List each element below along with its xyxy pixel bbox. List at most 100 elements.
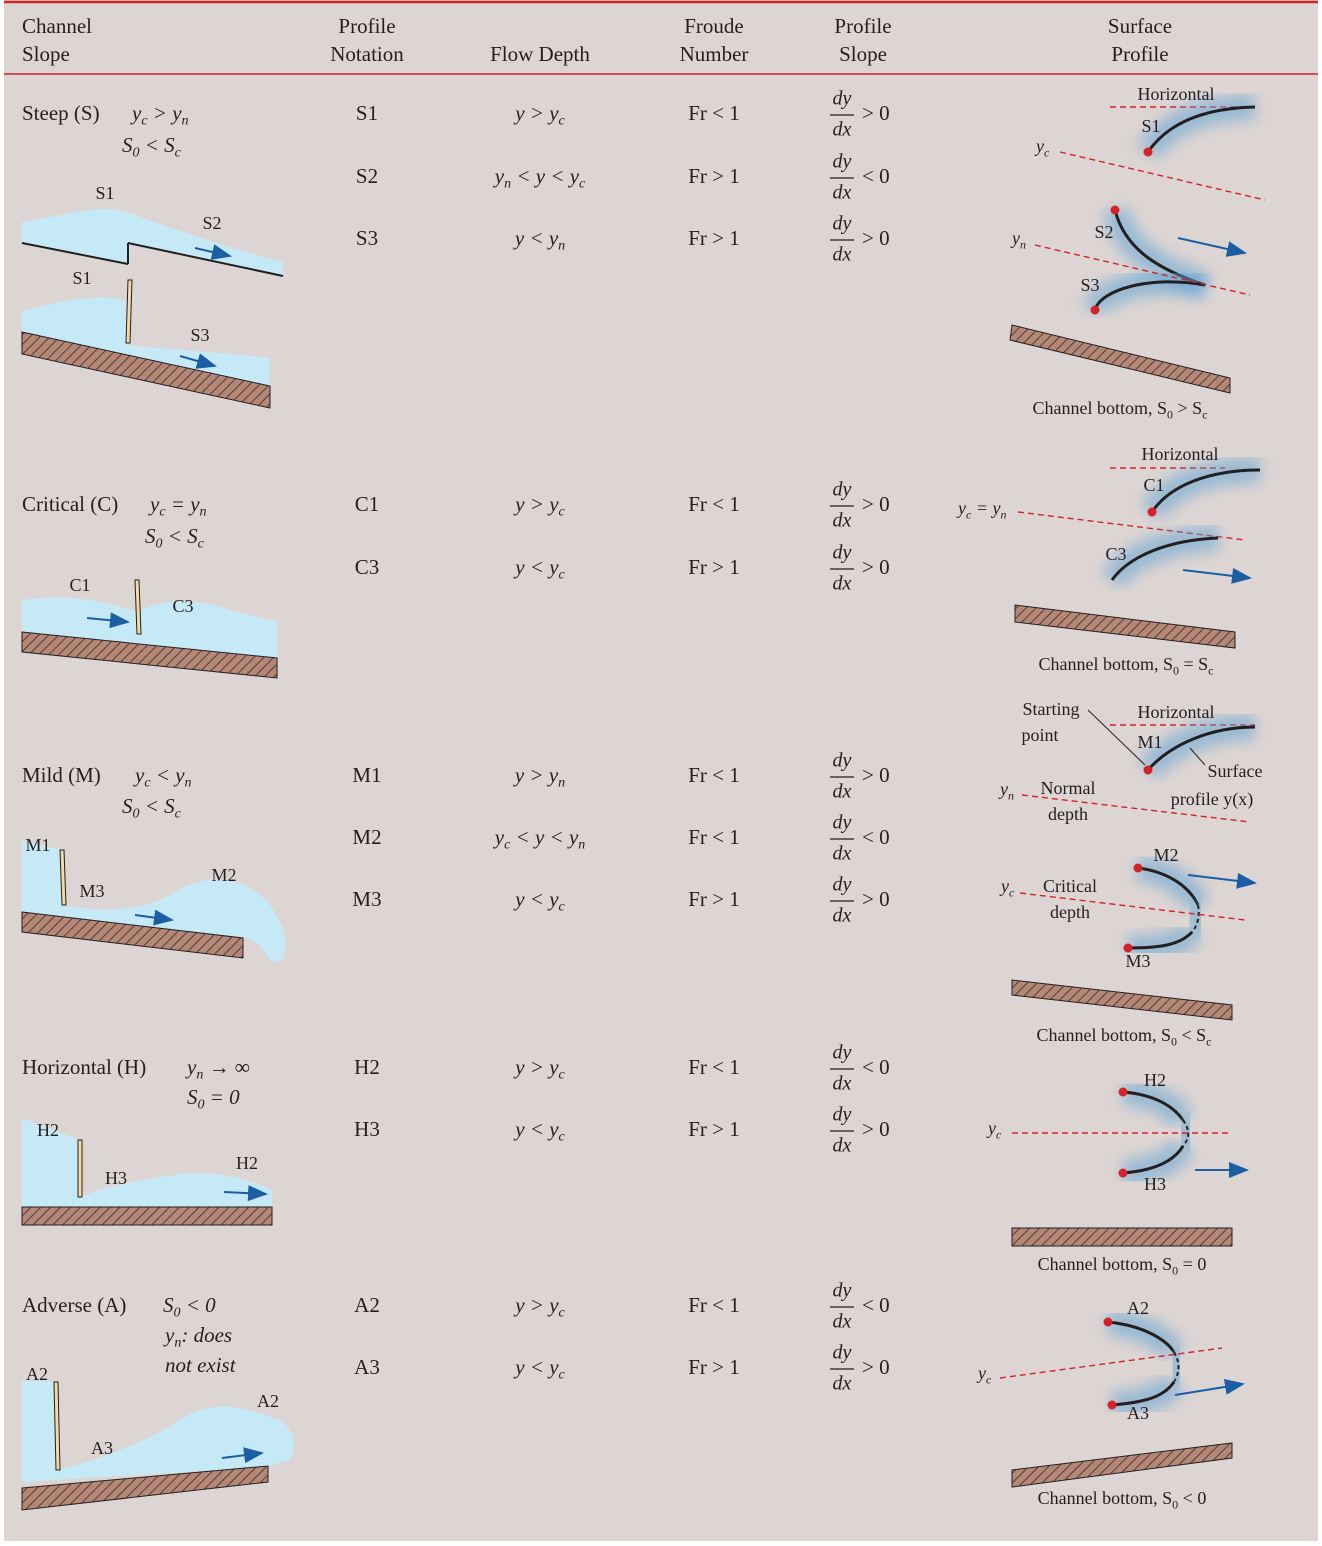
math-part: not exist: [165, 1353, 237, 1377]
subscript: n: [558, 239, 565, 254]
column-header: Surface: [1108, 14, 1172, 38]
channel-bed: [1011, 1227, 1233, 1247]
subscript: 0: [156, 537, 163, 552]
channel-slope: Critical (C): [22, 492, 118, 516]
subscript: c: [559, 114, 566, 129]
slope-denominator: dx: [833, 1073, 852, 1095]
subscript: 0: [174, 1306, 181, 1321]
flow-depth: y < yc: [513, 887, 565, 915]
subscript: c: [986, 1372, 992, 1386]
sketch-label: A2: [26, 1364, 48, 1384]
channel-slope: Mild (M): [22, 763, 101, 787]
column-header: Number: [680, 42, 749, 66]
subscript: c: [559, 1368, 566, 1383]
profile-label: Critical: [1043, 876, 1097, 896]
condition: S0 < 0: [163, 1293, 216, 1321]
profile-curve: [1150, 468, 1261, 513]
profile-curve: [1146, 725, 1256, 771]
profile-notation: M1: [352, 763, 381, 787]
profile-curve: [1122, 1090, 1185, 1121]
flow-arrow: [134, 909, 174, 926]
subscript: c: [1202, 407, 1207, 421]
sketch-label: M2: [211, 865, 236, 885]
froude-number: Fr > 1: [688, 226, 740, 250]
condition: S0 = 0: [187, 1085, 240, 1113]
profile-notation: M3: [352, 887, 381, 911]
condition: yn: does: [163, 1323, 232, 1351]
math-part: S: [163, 1293, 174, 1317]
profile-caption: Channel bottom, S0 < Sc: [1037, 1025, 1212, 1048]
flow-arrow: [179, 353, 217, 369]
math-part: = y: [971, 498, 1000, 518]
subscript: 0: [198, 1098, 205, 1113]
slope-numerator: dy: [833, 1104, 852, 1126]
sketch-label: M3: [79, 881, 104, 901]
math-part: < S: [1177, 1025, 1206, 1045]
froude-number: Fr < 1: [688, 492, 740, 516]
flow-arrow: [194, 244, 232, 260]
profile-label: H3: [1144, 1174, 1166, 1194]
flow-depth: y < yc: [513, 555, 565, 583]
column-header: Froude: [684, 14, 744, 38]
subscript: c: [175, 807, 182, 822]
slope-relation: > 0: [862, 763, 890, 787]
flow-arrow: [1182, 567, 1252, 584]
math-part: < y < y: [510, 825, 579, 849]
sketch-label: A3: [91, 1438, 113, 1458]
profile-notation: S1: [356, 101, 378, 125]
column-header: Flow Depth: [490, 42, 590, 66]
profile-label: yc = yn: [956, 498, 1006, 521]
math-part: > y: [148, 101, 183, 125]
outline: [1189, 747, 1206, 766]
profile-label: depth: [1050, 902, 1090, 922]
math-part: → ∞: [203, 1055, 250, 1079]
profile-curve: [1173, 1351, 1180, 1383]
profile-label: yc: [986, 1118, 1002, 1141]
subscript: c: [141, 114, 148, 129]
slope-relation: < 0: [862, 1293, 890, 1317]
subscript: 0: [1167, 407, 1173, 421]
subscript: c: [559, 1130, 566, 1145]
sketch-label: H2: [236, 1153, 258, 1173]
profile-label: yn: [1010, 228, 1026, 251]
water: [22, 840, 286, 962]
subscript: c: [559, 568, 566, 583]
profile-label: S1: [1141, 116, 1160, 136]
subscript: 0: [1172, 1497, 1178, 1511]
math-part: < S: [163, 524, 199, 548]
profile-label: yc: [1034, 136, 1050, 159]
condition: yn → ∞: [185, 1055, 250, 1083]
sketch-label: C3: [172, 596, 193, 616]
slope-relation: < 0: [862, 825, 890, 849]
froude-number: Fr < 1: [688, 1055, 740, 1079]
math-part: y: [986, 1118, 996, 1138]
math-part: S: [145, 524, 156, 548]
profile-notation: M2: [352, 825, 381, 849]
profile-label: Surface: [1208, 761, 1263, 781]
start-point: [1133, 863, 1143, 873]
math-part: y < y: [513, 1355, 559, 1379]
profile-label: point: [1021, 725, 1058, 745]
profile-label: M2: [1153, 845, 1178, 865]
slope-relation: > 0: [862, 887, 890, 911]
subscript: c: [159, 505, 166, 520]
start-point: [1103, 1317, 1113, 1327]
profile-caption: Channel bottom, S0 > Sc: [1033, 398, 1208, 421]
slope-numerator: dy: [833, 88, 852, 110]
profile-label: Starting: [1023, 699, 1080, 719]
profile-label: yc: [976, 1363, 992, 1386]
subscript: c: [1044, 145, 1050, 159]
math-part: < y < y: [511, 164, 580, 188]
profile-curve: [1191, 904, 1200, 933]
profile-label: M3: [1125, 951, 1150, 971]
profile-label: depth: [1048, 804, 1088, 824]
outline: [21, 242, 129, 265]
subscript: n: [182, 114, 189, 129]
profile-curve: [1093, 280, 1206, 311]
slope-relation: > 0: [862, 1355, 890, 1379]
subscript: n: [1020, 237, 1026, 251]
channel-bed: [21, 911, 244, 959]
sluice-gate: [77, 1139, 83, 1198]
